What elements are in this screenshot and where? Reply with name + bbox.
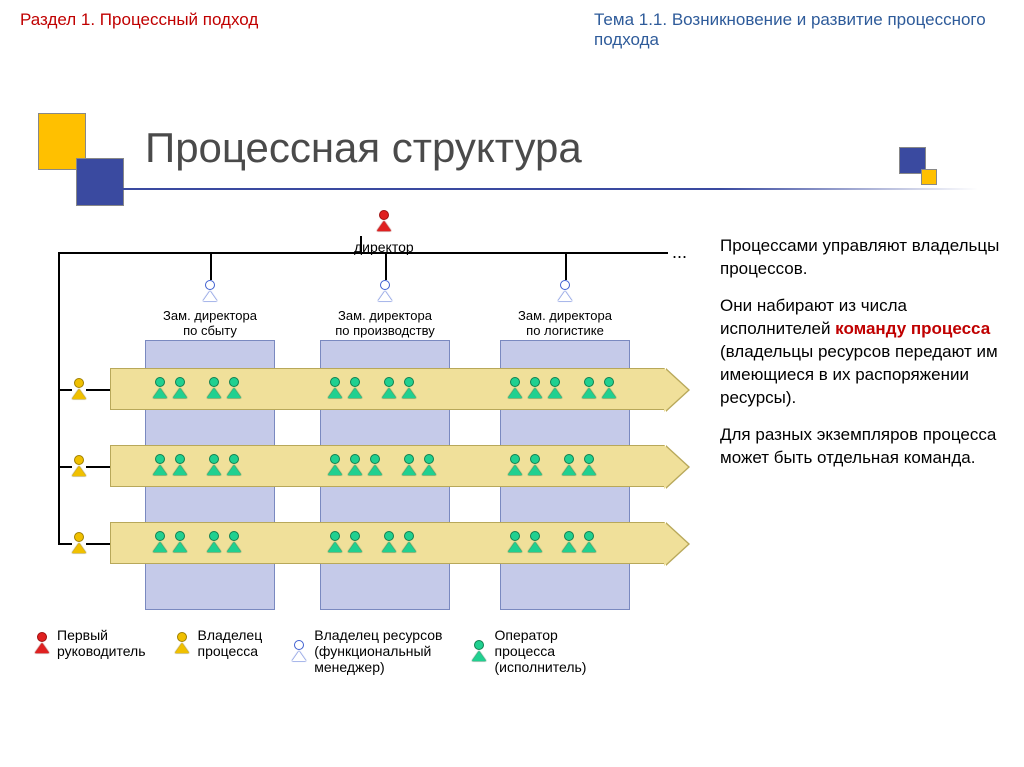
- operator-icon: [508, 531, 522, 553]
- body-text: Процессами управляют владельцы процессов…: [720, 235, 1000, 483]
- operator-icon: [582, 531, 596, 553]
- legend-item: Первыйруководитель: [35, 627, 145, 659]
- connector-line: [58, 252, 668, 254]
- resource-manager-icon: [558, 280, 572, 302]
- operator-icon: [227, 454, 241, 476]
- operator-icon: [227, 377, 241, 399]
- operator-icon: [528, 531, 542, 553]
- director-icon: [377, 210, 391, 232]
- operator-icon: [153, 454, 167, 476]
- operator-icon: [348, 377, 362, 399]
- resource-manager-icon: [203, 280, 217, 302]
- operator-icon: [328, 377, 342, 399]
- operator-icon: [528, 377, 542, 399]
- dept-node: Зам. директорапо логистике: [500, 280, 630, 339]
- operator-icon: [582, 377, 596, 399]
- operator-icon: [402, 377, 416, 399]
- process-owner-icon: [72, 378, 86, 400]
- legend-item: Владелец ресурсов(функциональныйменеджер…: [292, 627, 442, 675]
- header-left: Раздел 1. Процессный подход: [20, 10, 258, 50]
- connector-line: [58, 543, 72, 545]
- operator-icon: [207, 377, 221, 399]
- legend-label: Первыйруководитель: [57, 627, 145, 659]
- connector-line: [360, 236, 362, 252]
- legend-item: Владелецпроцесса: [175, 627, 262, 659]
- operator-icon: [402, 531, 416, 553]
- connector-line: [58, 252, 60, 544]
- operator-icon: [207, 454, 221, 476]
- operator-icon: [382, 377, 396, 399]
- connector-line: [58, 389, 72, 391]
- operator-icon: [207, 531, 221, 553]
- operator-icon: [422, 454, 436, 476]
- operator-icon: [472, 640, 486, 662]
- operator-icon: [328, 531, 342, 553]
- legend-label: Владелец ресурсов(функциональныйменеджер…: [314, 627, 442, 675]
- director-node: директор: [354, 210, 414, 255]
- operator-icon: [402, 454, 416, 476]
- dept-label: Зам. директорапо логистике: [500, 309, 630, 339]
- paragraph: Процессами управляют владельцы процессов…: [720, 235, 1000, 281]
- operator-icon: [582, 454, 596, 476]
- connector-line: [58, 466, 72, 468]
- process-owner-icon: [72, 455, 86, 477]
- operator-icon: [153, 531, 167, 553]
- connector-line: [86, 543, 110, 545]
- legend-label: Владелецпроцесса: [197, 627, 262, 659]
- resource-manager-icon: [378, 280, 392, 302]
- operator-icon: [562, 531, 576, 553]
- paragraph: Они набирают из числа исполнителей коман…: [720, 295, 1000, 410]
- header-right: Тема 1.1. Возникновение и развитие проце…: [594, 10, 1004, 50]
- operator-icon: [173, 531, 187, 553]
- connector-line: [86, 389, 110, 391]
- operator-icon: [602, 377, 616, 399]
- resource-icon: [292, 640, 306, 662]
- operator-icon: [562, 454, 576, 476]
- dept-node: Зам. директорапо производству: [320, 280, 450, 339]
- operator-icon: [173, 454, 187, 476]
- operator-icon: [368, 454, 382, 476]
- dept-node: Зам. директорапо сбыту: [145, 280, 275, 339]
- legend-label: Операторпроцесса(исполнитель): [494, 627, 586, 675]
- operator-icon: [528, 454, 542, 476]
- org-diagram: директор ... Зам. директорапо сбыту Зам. …: [30, 210, 700, 610]
- operator-icon: [173, 377, 187, 399]
- process-owner-icon: [72, 532, 86, 554]
- operator-icon: [153, 377, 167, 399]
- paragraph: Для разных экземпляров процесса может бы…: [720, 424, 1000, 470]
- director-icon: [35, 632, 49, 654]
- operator-icon: [382, 531, 396, 553]
- legend: Первыйруководитель Владелецпроцесса Владел…: [35, 627, 586, 675]
- legend-item: Операторпроцесса(исполнитель): [472, 627, 586, 675]
- connector-line: [86, 466, 110, 468]
- operator-icon: [348, 454, 362, 476]
- title-underline: [120, 188, 978, 190]
- ellipsis: ...: [672, 242, 687, 263]
- operator-icon: [348, 531, 362, 553]
- dept-label: Зам. директорапо сбыту: [145, 309, 275, 339]
- dept-label: Зам. директорапо производству: [320, 309, 450, 339]
- page-title: Процессная структура: [145, 124, 582, 172]
- highlight-text: команду процесса: [835, 319, 990, 338]
- operator-icon: [328, 454, 342, 476]
- operator-icon: [508, 377, 522, 399]
- owner-icon: [175, 632, 189, 654]
- operator-icon: [508, 454, 522, 476]
- operator-icon: [227, 531, 241, 553]
- operator-icon: [548, 377, 562, 399]
